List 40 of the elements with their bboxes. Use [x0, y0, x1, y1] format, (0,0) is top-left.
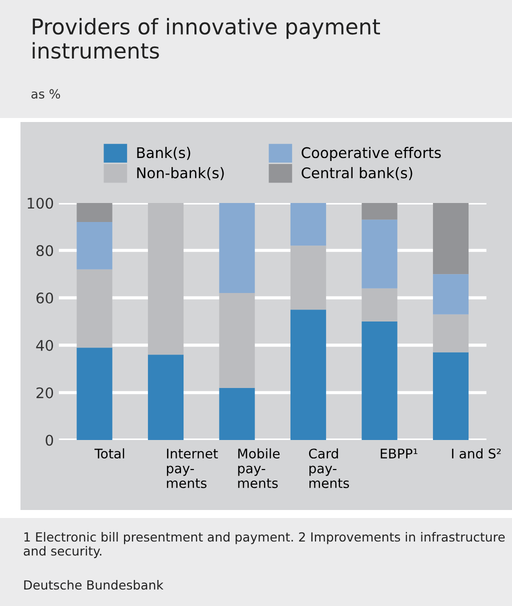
text: 1 Electronic bill presentment and payment. 2 Improvements in infrastructure and security.	[24, 532, 505, 558]
bar	[432, 352, 469, 440]
bar	[432, 203, 469, 274]
x-tick-label: Internet pay- ments	[166, 448, 218, 488]
bar	[76, 348, 112, 440]
bar	[219, 388, 255, 440]
bar	[148, 354, 184, 440]
bar	[432, 274, 469, 314]
legend-label: Central bank(s)	[302, 167, 412, 180]
y-tick-label: 100	[28, 198, 54, 209]
bar	[362, 203, 398, 220]
bar	[76, 203, 112, 222]
bar	[290, 246, 326, 310]
text: Deutsche Bundesbank	[24, 580, 164, 590]
chart-title: Providers of innovative payment instruments	[32, 18, 380, 59]
bar	[362, 288, 398, 322]
y-tick-label: 60	[36, 292, 54, 304]
y-tick-label: 80	[36, 245, 54, 256]
bar	[219, 203, 255, 294]
bar	[76, 269, 112, 348]
x-tick-label: Card pay- ments	[309, 448, 350, 488]
chart-subtitle: as %	[31, 89, 60, 99]
bar	[290, 310, 326, 440]
bar	[290, 203, 326, 246]
legend-label: Bank(s)	[137, 146, 190, 160]
y-tick-label: 20	[36, 387, 54, 398]
x-tick-label: EBPP¹	[380, 448, 418, 458]
bar	[219, 293, 255, 388]
bar	[432, 314, 469, 352]
x-tick-label: Total	[94, 448, 124, 459]
y-tick-label: 0	[46, 434, 54, 446]
legend-label: Cooperative efforts	[302, 146, 441, 162]
legend-label: Non-bank(s)	[137, 167, 224, 180]
bar	[76, 222, 112, 270]
y-tick-label: 40	[36, 340, 54, 351]
bar	[362, 220, 398, 288]
bar	[148, 203, 184, 355]
bar	[362, 322, 398, 440]
x-tick-label: I and S²	[452, 448, 501, 459]
x-tick-label: Mobile pay- ments	[238, 448, 280, 488]
